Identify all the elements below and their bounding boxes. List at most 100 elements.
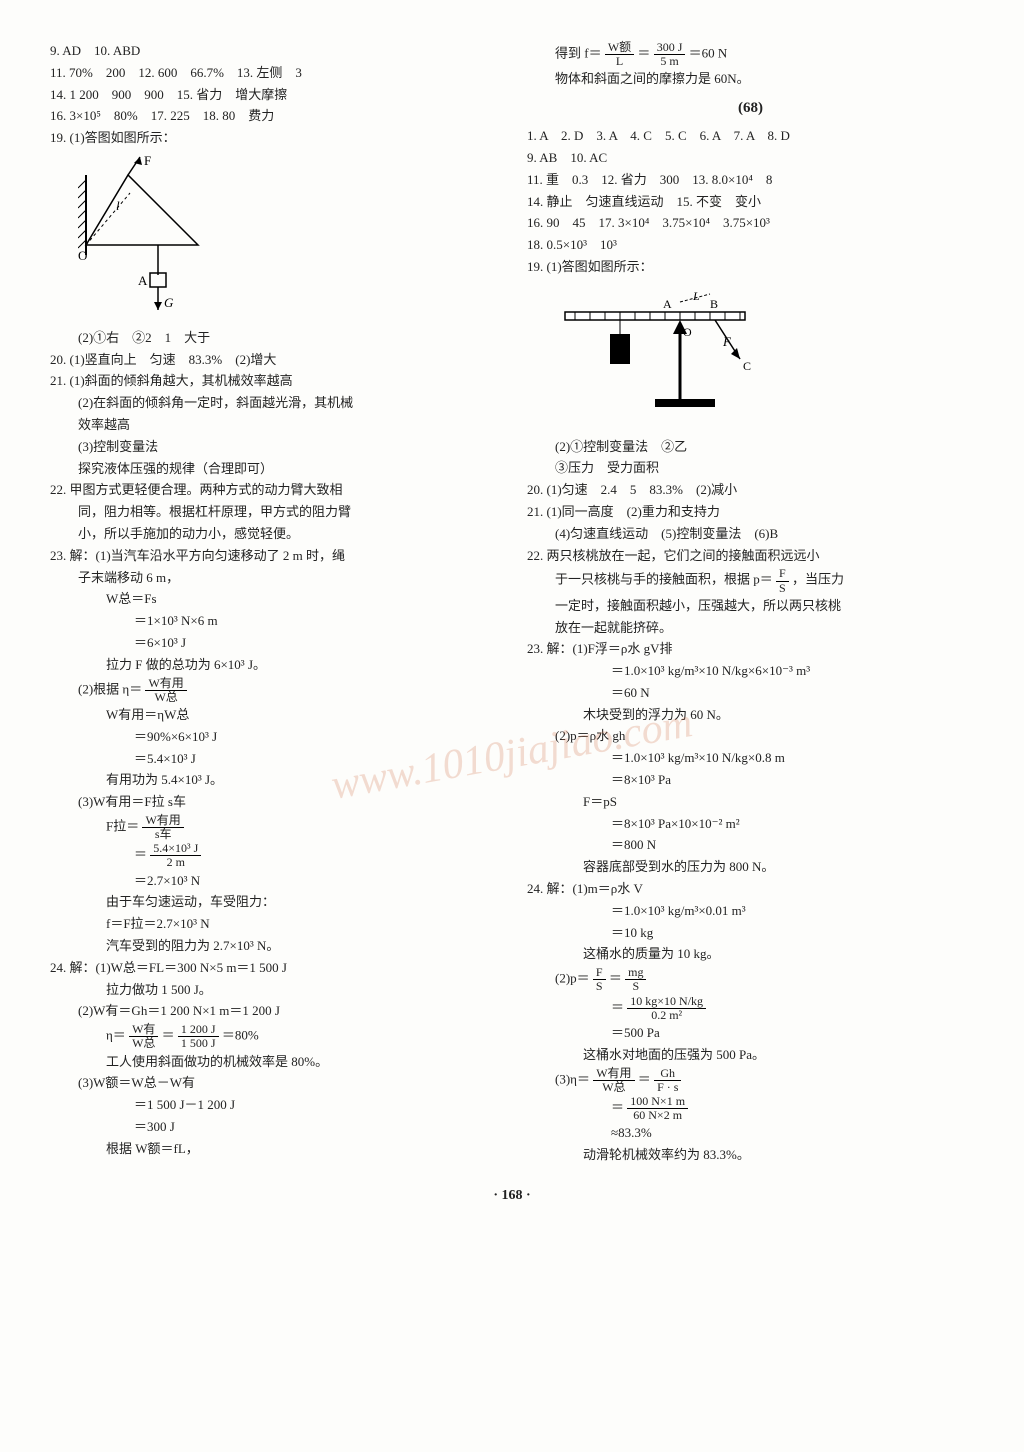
text-line: 子末端移动 6 m， [50,568,497,589]
denominator: 5 m [654,55,686,68]
label-A: A [663,297,672,311]
text-line: W有用＝ηW总 [50,705,497,726]
equation-line: F拉＝ W有用 s车 [50,814,497,841]
label-L: L [692,289,700,303]
label-B: B [710,297,718,311]
text-line: 动滑轮机械效率约为 83.3%。 [527,1145,974,1166]
text-line: 放在一起就能挤碎。 [527,618,974,639]
equation-line: (2)根据 η＝ W有用 W总 [50,677,497,704]
text-line: 这桶水的质量为 10 kg。 [527,944,974,965]
equation-line: (2)p＝ F S ＝ mg S [527,966,974,993]
text-line: ＝1.0×10³ kg/m³×10 N/kg×0.8 m [527,748,974,769]
equation-line: η＝ W有 W总 ＝ 1 200 J 1 500 J ＝80% [50,1023,497,1050]
text-line: ＝1×10³ N×6 m [50,611,497,632]
numerator: W额 [605,41,634,55]
fraction: W有用 s车 [142,814,183,841]
label-C: C [743,359,751,373]
text-line: ＝300 J [50,1117,497,1138]
text-line: 木块受到的浮力为 60 N。 [527,705,974,726]
text-line: ＝1.0×10³ kg/m³×10 N/kg×6×10⁻³ m³ [527,661,974,682]
fraction: W额 L [605,41,634,68]
text-line: 汽车受到的阻力为 2.7×10³ N。 [50,936,497,957]
text-line: ＝8×10³ Pa [527,770,974,791]
text-line: 24. 解：(1)W总＝FL＝300 N×5 m＝1 500 J [50,958,497,979]
equation-line: 得到 f＝ W额 L ＝ 300 J 5 m ＝60 N [527,41,974,68]
text-line: 14. 1 200 900 900 15. 省力 增大摩擦 [50,85,497,106]
text-line: ＝5.4×10³ J [50,749,497,770]
text-line: 11. 70% 200 12. 600 66.7% 13. 左侧 3 [50,63,497,84]
eq-rhs: ＝80% [222,1028,259,1043]
eq-lhs: 得到 f＝ [555,46,602,61]
text-line: (2)①右 ②2 1 大于 [50,328,497,349]
text-line: ＝10 kg [527,923,974,944]
text-line: 9. AB 10. AC [527,148,974,169]
equation-line: 于一只核桃与手的接触面积，根据 p＝ F S ，当压力 [527,567,974,594]
eq-lhs: 于一只核桃与手的接触面积，根据 p＝ [555,572,773,587]
eq-mid: ＝ [162,1028,175,1043]
text-line: 14. 静止 匀速直线运动 15. 不变 变小 [527,192,974,213]
denominator: 0.2 m² [627,1009,706,1022]
text-line: 一定时，接触面积越小，压强越大，所以两只核桃 [527,596,974,617]
text-line: 根据 W额＝fL， [50,1139,497,1160]
text-line: 拉力 F 做的总功为 6×10³ J。 [50,655,497,676]
diagram-lever-right: A B L O F C [555,284,974,431]
eq-lhs: η＝ [106,1028,126,1043]
text-line: 9. AD 10. ABD [50,41,497,62]
denominator: F · s [654,1081,681,1094]
denominator: L [605,55,634,68]
fraction: F S [776,567,789,594]
label-A: A [138,273,148,288]
eq-mid: ＝ [638,1071,651,1086]
text-line: 工人使用斜面做功的机械效率是 80%。 [50,1052,497,1073]
eq-rhs: ，当压力 [792,572,844,587]
text-line: 21. (1)同一高度 (2)重力和支持力 [527,502,974,523]
text-line: 16. 3×10⁵ 80% 17. 225 18. 80 费力 [50,106,497,127]
text-line: 拉力做功 1 500 J。 [50,980,497,1001]
eq-lhs: (3)η＝ [555,1071,590,1086]
label-G: G [164,295,174,310]
equation-line: ＝ 5.4×10³ J 2 m [50,842,497,869]
text-line: 23. 解：(1)F浮＝ρ水 gV排 [527,639,974,660]
text-line: 16. 90 45 17. 3×10⁴ 3.75×10⁴ 3.75×10³ [527,213,974,234]
text-line: f＝F拉＝2.7×10³ N [50,914,497,935]
text-line: 探究液体压强的规律（合理即可） [50,459,497,480]
fraction: W有用 W总 [593,1067,634,1094]
fraction: W有用 W总 [145,677,186,704]
text-line: F＝pS [527,792,974,813]
numerator: 1 200 J [178,1023,219,1037]
numerator: W有用 [593,1067,634,1081]
fraction: 300 J 5 m [654,41,686,68]
numerator: 100 N×1 m [627,1095,688,1109]
text-line: ＝8×10³ Pa×10×10⁻² m² [527,814,974,835]
text-line: 22. 甲图方式更轻便合理。两种方式的动力臂大致相 [50,480,497,501]
text-line: ＝1 500 J－1 200 J [50,1095,497,1116]
text-line: 18. 0.5×10³ 10³ [527,235,974,256]
text-line: ＝6×10³ J [50,633,497,654]
denominator: S [593,980,606,993]
numerator: F [593,966,606,980]
eq-rhs: ＝60 N [689,46,728,61]
denominator: s车 [142,828,183,841]
text-line: ＝800 N [527,835,974,856]
fraction: mg S [625,966,646,993]
denominator: 1 500 J [178,1037,219,1050]
section-heading: (68) [527,96,974,120]
text-line: 19. (1)答图如图所示： [50,128,497,149]
equation-line: ＝ 10 kg×10 N/kg 0.2 m² [527,995,974,1022]
text-line: 由于车匀速运动，车受阻力： [50,892,497,913]
right-column: 得到 f＝ W额 L ＝ 300 J 5 m ＝60 N 物体和斜面之间的摩擦力… [527,40,974,1167]
text-line: ≈83.3% [527,1123,974,1144]
text-line: 23. 解：(1)当汽车沿水平方向匀速移动了 2 m 时，绳 [50,546,497,567]
page-columns: 9. AD 10. ABD 11. 70% 200 12. 600 66.7% … [50,40,974,1167]
text-line: 小，所以手施加的动力小，感觉轻便。 [50,524,497,545]
denominator: W总 [129,1037,158,1050]
text-line: ③压力 受力面积 [527,458,974,479]
text-line: ＝1.0×10³ kg/m³×0.01 m³ [527,901,974,922]
text-line: (2)①控制变量法 ②乙 [527,437,974,458]
label-F: F [722,334,732,349]
label-l: l [116,198,120,213]
numerator: W有用 [142,814,183,828]
eq-lhs: (2)p＝ [555,971,590,986]
label-O: O [78,248,87,263]
text-line: 20. (1)竖直向上 匀速 83.3% (2)增大 [50,350,497,371]
